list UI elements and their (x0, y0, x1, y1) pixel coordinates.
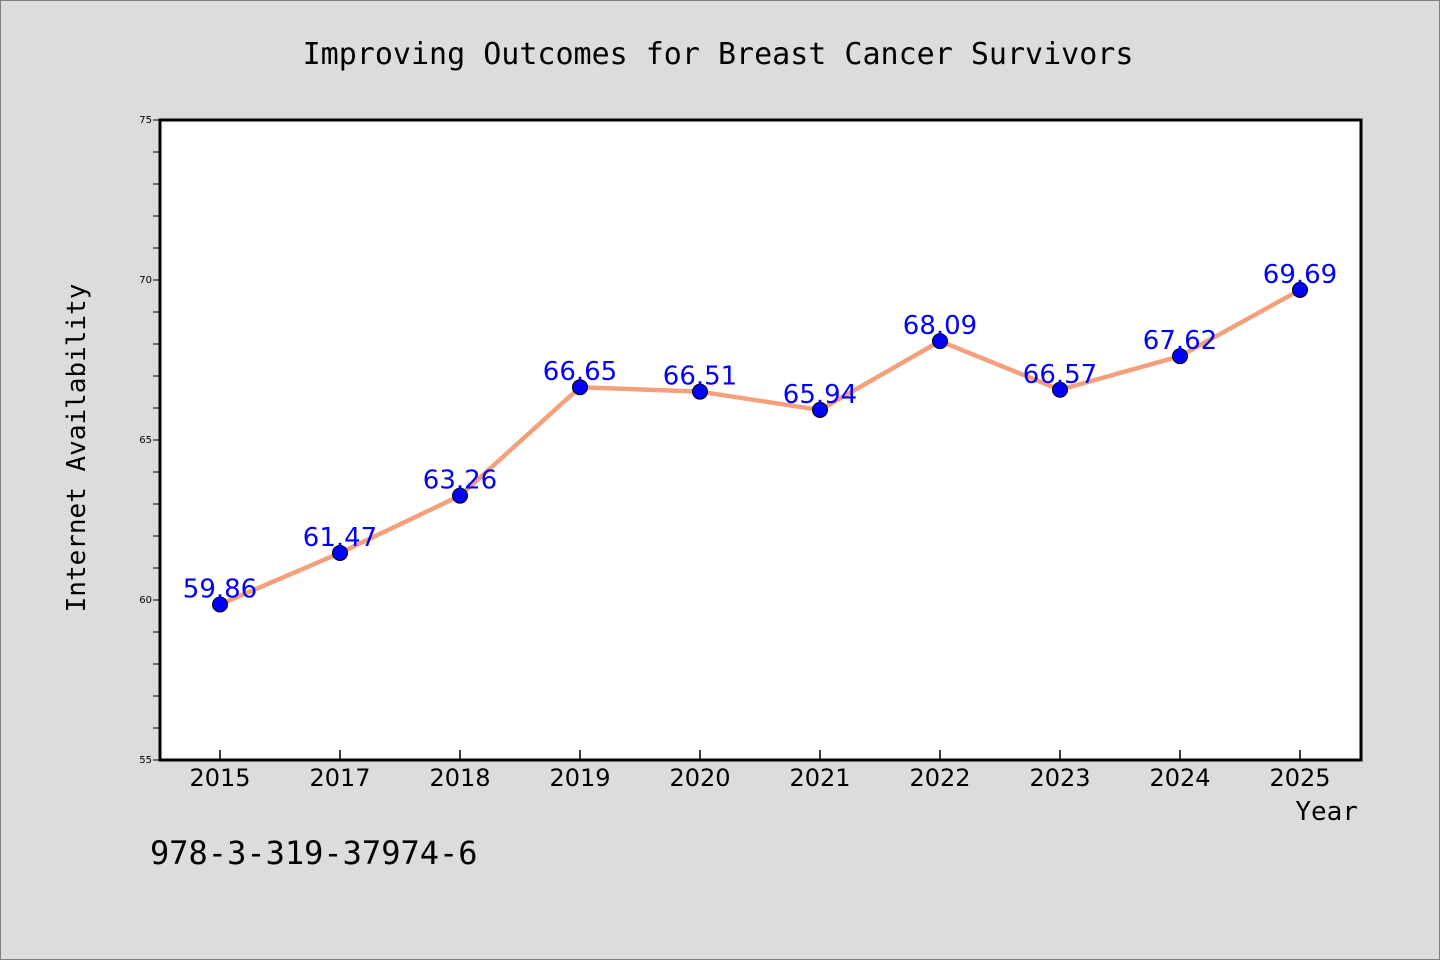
y-tick-label: 65 (139, 435, 152, 446)
series-line-group (212, 281, 1308, 613)
data-point (1292, 281, 1308, 298)
x-tick-label: 2022 (909, 764, 970, 792)
data-label: 65.94 (783, 380, 857, 410)
x-tick-label: 2020 (669, 764, 730, 792)
x-tick-label: 2019 (549, 764, 610, 792)
x-tick-label: 2021 (789, 764, 850, 792)
x-axis: 2015 2017 2018 2019 2020 2021 2022 2023 2024 2025 (189, 750, 1331, 792)
data-point (932, 333, 948, 350)
data-point (212, 596, 228, 613)
data-labels: 59.86 61.47 63.26 66.65 66.51 65.94 68.09 66.57… (183, 260, 1337, 605)
series-line (219, 287, 1302, 607)
y-axis: 55 60 65 70 75 (139, 115, 160, 766)
data-label: 61.47 (303, 523, 377, 553)
data-point (572, 379, 588, 396)
x-axis-title: Year (1295, 797, 1358, 827)
data-label: 66.51 (663, 362, 737, 392)
data-label: 63.26 (423, 466, 497, 496)
data-label: 68.09 (903, 311, 977, 341)
data-point (692, 383, 708, 400)
data-point (812, 401, 828, 418)
y-axis-title: Internet Availability (62, 284, 92, 613)
data-point (1052, 381, 1068, 398)
data-point (1172, 348, 1188, 365)
x-tick-label: 2023 (1029, 764, 1090, 792)
footer-code: 978-3-319-37974-6 (150, 834, 478, 872)
chart-title: Improving Outcomes for Breast Cancer Sur… (303, 37, 1134, 72)
data-label: 67.62 (1143, 326, 1217, 356)
data-label: 66.65 (543, 357, 617, 387)
y-tick-label: 55 (139, 755, 152, 766)
data-label: 69.69 (1263, 260, 1337, 290)
data-label: 66.57 (1023, 360, 1097, 390)
y-tick-label: 70 (139, 275, 152, 286)
data-point (332, 544, 348, 561)
x-tick-label: 2025 (1269, 764, 1330, 792)
x-tick-label: 2015 (189, 764, 250, 792)
x-tick-label: 2017 (309, 764, 370, 792)
data-label: 59.86 (183, 574, 257, 604)
y-tick-label: 60 (139, 595, 152, 606)
y-tick-label: 75 (139, 115, 152, 126)
x-tick-label: 2018 (429, 764, 490, 792)
plot-area (158, 118, 1363, 762)
x-tick-label: 2024 (1149, 764, 1210, 792)
data-point (452, 487, 468, 504)
